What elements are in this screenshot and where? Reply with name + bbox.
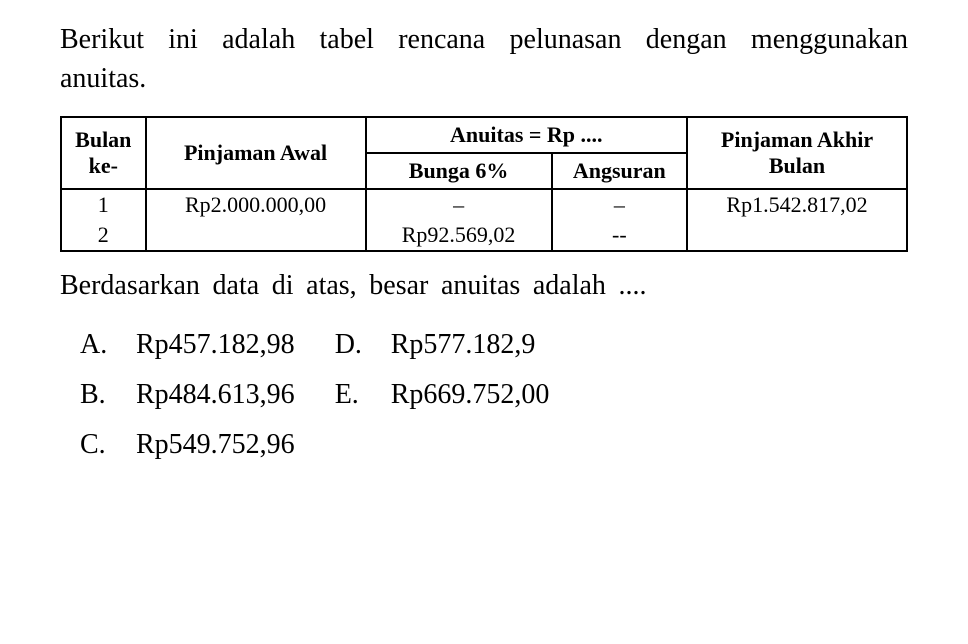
option-value: Rp457.182,98 <box>136 320 295 370</box>
cell-bunga: Rp92.569,02 <box>366 220 552 251</box>
cell-bulan: 1 <box>61 189 146 220</box>
option-d: D. Rp577.182,9 <box>335 320 536 370</box>
header-anuitas: Anuitas = Rp .... <box>366 117 687 153</box>
cell-pinjaman-awal: Rp2.000.000,00 <box>146 189 366 220</box>
option-label: B. <box>80 370 116 420</box>
option-label: D. <box>335 320 371 370</box>
cell-bunga: – <box>366 189 552 220</box>
header-bunga: Bunga 6% <box>366 153 552 189</box>
option-value: Rp549.752,96 <box>136 420 295 470</box>
option-label: E. <box>335 370 371 420</box>
option-a: A. Rp457.182,98 <box>80 320 295 370</box>
option-value: Rp669.752,00 <box>391 370 550 420</box>
cell-angsuran: -- <box>552 220 687 251</box>
option-value: Rp484.613,96 <box>136 370 295 420</box>
option-value: Rp577.182,9 <box>391 320 536 370</box>
option-label: C. <box>80 420 116 470</box>
header-pinjaman-awal: Pinjaman Awal <box>146 117 366 189</box>
option-b: B. Rp484.613,96 <box>80 370 295 420</box>
question-text: Berdasarkan data di atas, besar anuitas … <box>60 266 908 305</box>
cell-angsuran: – <box>552 189 687 220</box>
cell-bulan: 2 <box>61 220 146 251</box>
cell-akhir: Rp1.542.817,02 <box>687 189 907 220</box>
header-pinjaman-akhir: Pinjaman Akhir Bulan <box>687 117 907 189</box>
option-label: A. <box>80 320 116 370</box>
table-row: 1 Rp2.000.000,00 – – Rp1.542.817,02 <box>61 189 907 220</box>
header-bulan: Bulan ke- <box>61 117 146 189</box>
annuity-table: Bulan ke- Pinjaman Awal Anuitas = Rp ...… <box>60 116 908 252</box>
option-e: E. Rp669.752,00 <box>335 370 550 420</box>
header-angsuran: Angsuran <box>552 153 687 189</box>
cell-akhir <box>687 220 907 251</box>
answer-options: A. Rp457.182,98 D. Rp577.182,9 B. Rp484.… <box>60 320 908 471</box>
option-c: C. Rp549.752,96 <box>80 420 295 470</box>
intro-text: Berikut ini adalah tabel rencana pelunas… <box>60 20 908 98</box>
cell-pinjaman-awal <box>146 220 366 251</box>
table-row: 2 Rp92.569,02 -- <box>61 220 907 251</box>
